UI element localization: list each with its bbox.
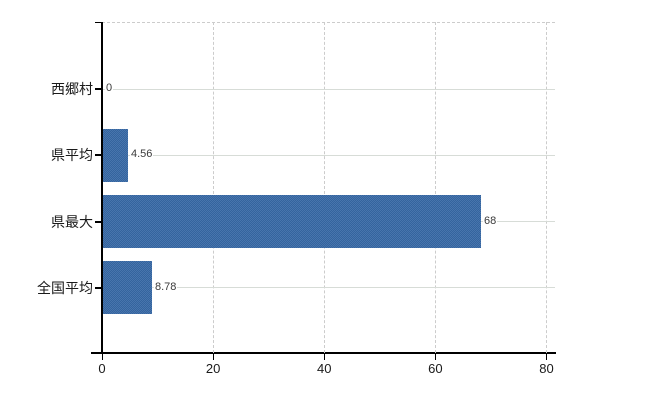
bar [103,128,128,182]
x-tick [212,354,214,360]
x-tick [323,354,325,360]
bar [103,261,152,315]
category-tick [95,220,102,223]
row-gridline [103,88,555,90]
x-tick [101,354,103,360]
category-tick [95,88,102,90]
row-gridline [103,287,555,289]
category-label: 全国平均 [37,279,93,296]
bar-value-label: 8.78 [154,279,178,295]
bar [103,195,481,249]
x-gridline [212,22,214,353]
bar-value-label: 68 [483,213,498,229]
category-tick [95,286,102,289]
category-label: 県平均 [51,147,93,164]
category-tick [95,154,102,157]
bar-value-label: 0 [105,81,114,96]
bar-value-label: 4.56 [130,147,154,163]
x-gridline [434,22,436,353]
x-tick-label: 60 [428,361,443,376]
category-label: 県最大 [51,213,93,230]
x-axis-line [91,352,556,354]
row-gridline [103,154,555,156]
x-gridline [323,22,325,353]
x-tick-label: 0 [98,361,106,376]
y-axis-line [101,22,103,353]
category-label: 西郷村 [51,81,93,97]
x-tick [434,354,436,360]
x-tick-label: 40 [317,361,332,376]
y-axis-top-tick [95,22,102,23]
x-tick-label: 80 [539,361,554,376]
plot-top-border [102,22,555,23]
x-tick-label: 20 [205,361,221,376]
x-gridline [546,22,547,353]
x-tick [546,354,547,360]
